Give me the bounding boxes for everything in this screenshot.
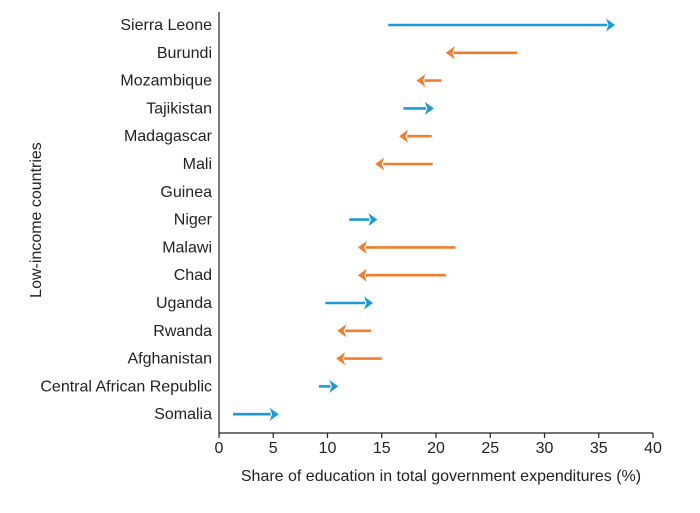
arrow-head — [336, 352, 346, 366]
country-label: Afghanistan — [127, 351, 212, 368]
arrow-uganda — [325, 296, 374, 310]
country-label: Niger — [174, 212, 213, 229]
x-tick-label: 20 — [427, 440, 445, 457]
country-label: Central African Republic — [40, 378, 212, 395]
country-label: Rwanda — [153, 323, 212, 340]
axes — [218, 12, 653, 434]
arrow-head — [416, 74, 426, 88]
x-tick-label: 40 — [644, 440, 662, 457]
country-label: Burundi — [157, 45, 212, 62]
arrow-sierra-leone — [388, 18, 616, 32]
arrow-head — [606, 18, 616, 32]
x-tick-label: 35 — [590, 440, 608, 457]
arrow-burundi — [445, 46, 518, 60]
arrow-head — [269, 407, 279, 421]
arrow-tajikistan — [403, 101, 434, 115]
arrow-head — [337, 324, 347, 338]
arrow-head — [445, 46, 455, 60]
country-label: Tajikistan — [146, 100, 212, 117]
arrow-madagascar — [399, 129, 432, 143]
country-label: Uganda — [156, 295, 212, 312]
arrow-head — [368, 213, 378, 227]
country-label: Guinea — [160, 184, 212, 201]
arrow-head — [329, 379, 339, 393]
country-labels: Sierra Leone Burundi Mozambique Tajikistan M… — [40, 17, 212, 423]
country-label: Madagascar — [124, 128, 213, 145]
arrow-mali — [375, 157, 433, 171]
arrow-afghanistan — [336, 352, 382, 366]
arrow-mozambique — [416, 74, 442, 88]
x-tick-label: 30 — [536, 440, 554, 457]
x-tick-label: 5 — [269, 440, 278, 457]
arrow-head — [375, 157, 385, 171]
arrow-head — [399, 129, 409, 143]
arrow-rwanda — [337, 324, 371, 338]
arrows — [233, 18, 616, 421]
x-tick-label: 0 — [215, 440, 224, 457]
country-label: Mozambique — [120, 73, 212, 90]
country-label: Malawi — [162, 239, 212, 256]
arrow-head — [424, 101, 434, 115]
country-label: Somalia — [154, 406, 212, 423]
country-label: Chad — [174, 267, 212, 284]
country-label: Mali — [183, 156, 212, 173]
arrow-chad — [357, 268, 446, 282]
x-tick-label: 15 — [373, 440, 391, 457]
country-label: Sierra Leone — [120, 17, 212, 34]
x-ticks: 0 5 10 15 20 25 30 35 40 — [215, 433, 662, 457]
arrow-head — [357, 240, 367, 254]
x-axis-label: Share of education in total government e… — [241, 468, 641, 485]
arrow-central-african-republic — [318, 379, 339, 393]
x-tick-label: 25 — [481, 440, 499, 457]
x-tick-label: 10 — [319, 440, 337, 457]
arrow-niger — [349, 213, 378, 227]
arrow-somalia — [233, 407, 279, 421]
arrow-head — [357, 268, 367, 282]
arrow-head — [364, 296, 374, 310]
y-axis-label: Low-income countries — [28, 142, 45, 298]
arrow-malawi — [357, 240, 456, 254]
